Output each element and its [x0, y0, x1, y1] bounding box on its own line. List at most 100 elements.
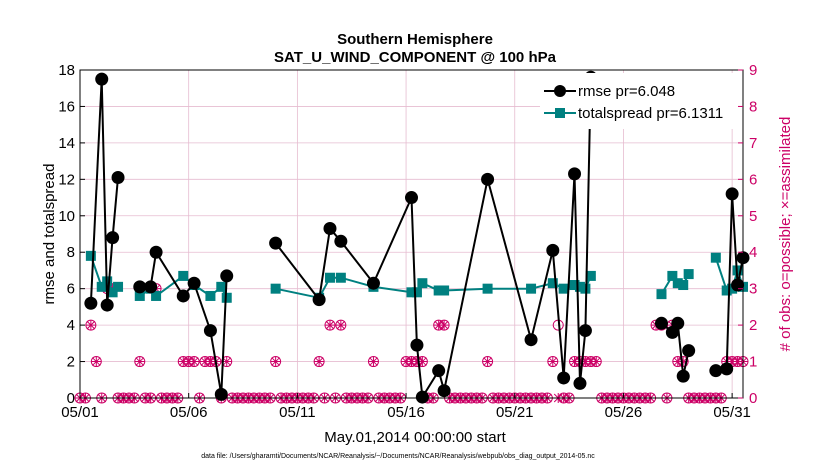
- y-tick-label: 8: [67, 244, 75, 261]
- rmse-point: [95, 72, 109, 86]
- rmse-point: [437, 384, 451, 398]
- x-tick-label: 05/31: [713, 404, 751, 421]
- rmse-point: [415, 390, 429, 404]
- spread-point: [107, 287, 118, 298]
- rmse-point: [709, 364, 723, 378]
- spread-point: [85, 250, 96, 261]
- x-tick-label: 05/06: [170, 404, 208, 421]
- spread-point: [335, 272, 346, 283]
- rmse-point: [312, 293, 326, 307]
- spread-point: [727, 283, 738, 294]
- y-tick-label: 10: [58, 208, 75, 225]
- spread-point: [96, 281, 107, 292]
- spread-point: [417, 278, 428, 289]
- y2-tick-label: 0: [749, 390, 757, 407]
- spread-point: [667, 270, 678, 281]
- spread-point: [526, 283, 537, 294]
- y-tick-label: 6: [67, 281, 75, 298]
- spread-point: [656, 289, 667, 300]
- spread-point: [721, 285, 732, 296]
- y-tick-label: 4: [67, 317, 75, 334]
- spread-point: [433, 285, 444, 296]
- spread-point: [678, 280, 689, 291]
- y2-tick-label: 3: [749, 281, 757, 298]
- rmse-point: [405, 191, 418, 205]
- y2-tick-label: 7: [749, 135, 757, 152]
- rmse-point: [557, 371, 571, 385]
- legend-rmse-label: rmse pr=6.048: [578, 83, 675, 100]
- x-axis-label: May.01,2014 00:00:00 start: [324, 429, 506, 446]
- spread-point: [547, 278, 558, 289]
- rmse-point: [671, 316, 685, 330]
- chart-title: Southern Hemisphere: [337, 31, 493, 48]
- rmse-point: [214, 387, 228, 401]
- spread-point: [482, 283, 493, 294]
- rmse-point: [187, 276, 201, 290]
- spread-point: [710, 252, 721, 263]
- spread-point: [113, 281, 124, 292]
- rmse-point: [366, 276, 380, 290]
- obs-assimilated-marker: [678, 356, 689, 367]
- y-tick-label: 18: [58, 62, 75, 79]
- rmse-point: [654, 316, 668, 330]
- y-tick-label: 0: [67, 390, 75, 407]
- y-tick-label: 12: [58, 171, 75, 188]
- x-tick-label: 05/21: [496, 404, 534, 421]
- y-axis-label: rmse and totalspread: [41, 164, 58, 305]
- spread-point: [216, 281, 227, 292]
- obs-assimilated-marker: [547, 356, 558, 367]
- legend-spread-marker: [555, 108, 565, 118]
- rmse-point: [176, 289, 190, 303]
- obs-assimilated-marker: [85, 320, 96, 331]
- spread-point: [558, 283, 569, 294]
- rmse-point: [524, 333, 538, 347]
- rmse-point: [203, 324, 217, 338]
- x-tick-label: 05/16: [387, 404, 425, 421]
- y2-tick-label: 1: [749, 354, 757, 371]
- rmse-point: [149, 245, 163, 259]
- x-tick-label: 05/01: [61, 404, 99, 421]
- rmse-point: [573, 376, 587, 390]
- spread-point: [178, 270, 189, 281]
- footnote: data file: /Users/gharamti/Documents/NCA…: [201, 453, 595, 460]
- plot-frame: [79, 69, 744, 399]
- obs-assimilated-marker: [335, 320, 346, 331]
- legend: rmse pr=6.048 totalspread pr=6.1311: [540, 73, 738, 129]
- spread-point: [672, 278, 683, 289]
- rmse-point: [578, 324, 592, 338]
- legend-rmse-marker: [554, 85, 566, 97]
- y2-tick-label: 2: [749, 317, 757, 334]
- rmse-point: [111, 171, 125, 185]
- obs-assimilated-marker: [368, 356, 379, 367]
- rmse-point: [731, 278, 745, 292]
- rmse-point: [568, 167, 582, 181]
- obs-assimilated-marker: [221, 356, 232, 367]
- spread-point: [151, 290, 162, 301]
- y-tick-label: 14: [58, 135, 75, 152]
- obs-assimilated-marker: [591, 356, 602, 367]
- y-tick-label: 16: [58, 98, 75, 115]
- obs-assimilated-marker: [324, 320, 335, 331]
- spread-point: [270, 283, 281, 294]
- rmse-point: [432, 364, 446, 378]
- obs-assimilated-marker: [91, 356, 102, 367]
- spread-point: [585, 270, 596, 281]
- spread-point: [683, 269, 694, 280]
- rmse-point: [323, 222, 337, 236]
- rmse-point: [100, 298, 114, 312]
- rmse-point: [410, 338, 424, 352]
- y-tick-label: 2: [67, 354, 75, 371]
- legend-box: [540, 73, 738, 129]
- rmse-point: [676, 369, 690, 383]
- rmse-point: [133, 280, 147, 294]
- obs-assimilated-marker: [417, 356, 428, 367]
- y2-tick-label: 6: [749, 171, 757, 188]
- spread-point: [406, 287, 417, 298]
- spread-point: [221, 292, 232, 303]
- obs-assimilated-marker: [270, 356, 281, 367]
- y2-tick-label: 4: [749, 244, 757, 261]
- spread-point: [205, 290, 216, 301]
- obs-assimilated-marker: [134, 356, 145, 367]
